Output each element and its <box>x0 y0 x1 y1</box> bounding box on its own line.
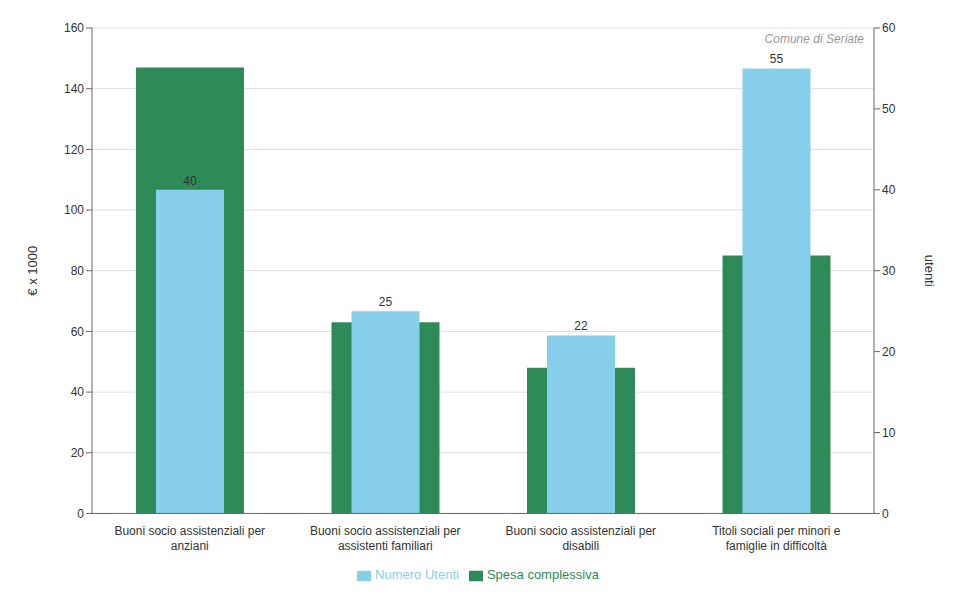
svg-text:0: 0 <box>882 507 889 521</box>
svg-text:20: 20 <box>882 345 896 359</box>
svg-text:55: 55 <box>770 52 784 66</box>
html-text:Comune di Seriate: Comune di Seriate <box>764 32 864 46</box>
svg-text:100: 100 <box>64 203 84 217</box>
svg-text:30: 30 <box>882 264 896 278</box>
svg-text:Buoni socio assistenziali perd: Buoni socio assistenziali perdisabili <box>505 524 656 553</box>
svg-text:€ x 1000: € x 1000 <box>25 246 40 296</box>
svg-text:Buoni socio assistenziali pera: Buoni socio assistenziali perassistenti … <box>310 524 461 553</box>
svg-text:120: 120 <box>64 143 84 157</box>
svg-text:10: 10 <box>882 426 896 440</box>
svg-text:20: 20 <box>71 446 85 460</box>
svg-text:Buoni socio assistenziali pera: Buoni socio assistenziali peranziani <box>114 524 265 553</box>
svg-text:22: 22 <box>574 319 588 333</box>
svg-text:50: 50 <box>882 102 896 116</box>
html-text:Numero Utenti: Numero Utenti <box>375 567 459 583</box>
svg-text:0: 0 <box>77 507 84 521</box>
svg-text:80: 80 <box>71 264 85 278</box>
svg-text:Titoli sociali per minori efam: Titoli sociali per minori efamiglie in d… <box>712 524 841 553</box>
svg-text:40: 40 <box>183 174 197 188</box>
svg-text:utenti: utenti <box>922 255 937 287</box>
svg-text:60: 60 <box>882 21 896 35</box>
svg-text:140: 140 <box>64 82 84 96</box>
svg-text:25: 25 <box>379 295 393 309</box>
svg-text:40: 40 <box>882 183 896 197</box>
svg-text:60: 60 <box>71 325 85 339</box>
html-text:Spesa complessiva: Spesa complessiva <box>486 567 599 583</box>
svg-text:160: 160 <box>64 21 84 35</box>
svg-text:40: 40 <box>71 385 85 399</box>
